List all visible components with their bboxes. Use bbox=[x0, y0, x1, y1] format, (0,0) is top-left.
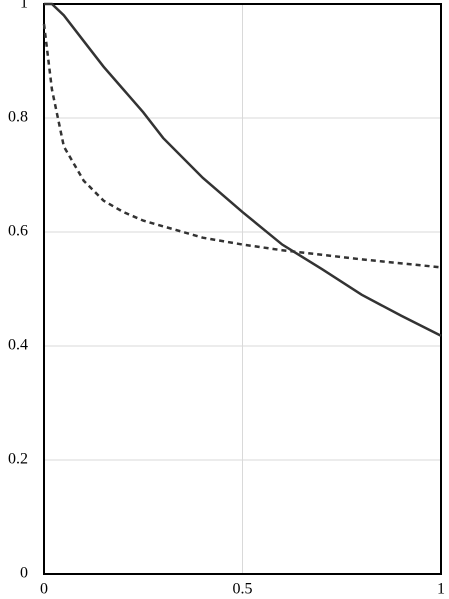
y-tick-label: 0.6 bbox=[8, 223, 28, 240]
x-tick-label: 0 bbox=[40, 581, 48, 598]
y-tick-label: 1 bbox=[20, 0, 28, 12]
plot-frame bbox=[43, 3, 442, 575]
data-line bbox=[42, 23, 442, 269]
y-tick-label: 0 bbox=[20, 565, 28, 582]
x-tick-label: 0.5 bbox=[233, 581, 253, 598]
y-tick-label: 0.2 bbox=[8, 451, 28, 468]
data-line bbox=[44, 2, 442, 337]
x-tick-label: 1 bbox=[437, 581, 445, 598]
y-tick-label: 0.4 bbox=[8, 337, 28, 354]
y-tick-label: 0.8 bbox=[8, 109, 28, 126]
